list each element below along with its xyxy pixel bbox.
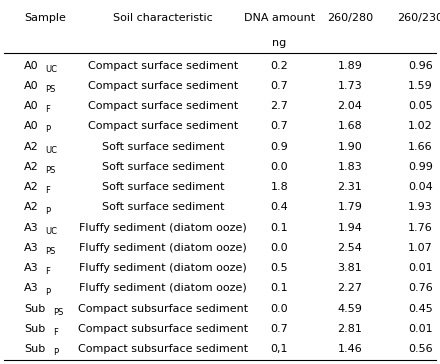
Text: Compact surface sediment: Compact surface sediment — [88, 81, 238, 91]
Text: 0.0: 0.0 — [271, 162, 288, 172]
Text: 2.54: 2.54 — [337, 243, 362, 253]
Text: 0.04: 0.04 — [408, 182, 433, 192]
Text: PS: PS — [53, 308, 63, 317]
Text: 0.56: 0.56 — [408, 344, 433, 354]
Text: 1.90: 1.90 — [337, 142, 362, 151]
Text: UC: UC — [45, 227, 57, 236]
Text: Sample: Sample — [24, 13, 66, 23]
Text: Compact subsurface sediment: Compact subsurface sediment — [78, 324, 248, 334]
Text: 1.66: 1.66 — [408, 142, 433, 151]
Text: A2: A2 — [24, 202, 39, 212]
Text: Sub: Sub — [24, 324, 45, 334]
Text: A0: A0 — [24, 101, 39, 111]
Text: F: F — [53, 328, 58, 337]
Text: 1.94: 1.94 — [337, 223, 362, 233]
Text: 2.7: 2.7 — [271, 101, 288, 111]
Text: 0.0: 0.0 — [271, 243, 288, 253]
Text: 0.7: 0.7 — [271, 81, 288, 91]
Text: P: P — [45, 206, 51, 215]
Text: Compact surface sediment: Compact surface sediment — [88, 60, 238, 71]
Text: ng: ng — [272, 38, 286, 48]
Text: A0: A0 — [24, 81, 39, 91]
Text: F: F — [45, 186, 50, 195]
Text: 0.05: 0.05 — [408, 101, 433, 111]
Text: 260/280: 260/280 — [327, 13, 373, 23]
Text: 1.76: 1.76 — [408, 223, 433, 233]
Text: 0.01: 0.01 — [408, 324, 433, 334]
Text: P: P — [45, 126, 51, 134]
Text: Soft surface sediment: Soft surface sediment — [102, 182, 224, 192]
Text: Sub: Sub — [24, 344, 45, 354]
Text: 0.99: 0.99 — [408, 162, 433, 172]
Text: P: P — [53, 348, 58, 357]
Text: Compact subsurface sediment: Compact subsurface sediment — [78, 344, 248, 354]
Text: 0.9: 0.9 — [271, 142, 288, 151]
Text: 1.83: 1.83 — [337, 162, 362, 172]
Text: 1.59: 1.59 — [408, 81, 433, 91]
Text: F: F — [45, 105, 50, 114]
Text: Soft surface sediment: Soft surface sediment — [102, 142, 224, 151]
Text: 0.96: 0.96 — [408, 60, 433, 71]
Text: 3.81: 3.81 — [337, 263, 362, 273]
Text: 0.2: 0.2 — [271, 60, 288, 71]
Text: 2.31: 2.31 — [337, 182, 362, 192]
Text: 2.81: 2.81 — [337, 324, 362, 334]
Text: A0: A0 — [24, 121, 39, 131]
Text: Soil characteristic: Soil characteristic — [113, 13, 213, 23]
Text: A0: A0 — [24, 60, 39, 71]
Text: A3: A3 — [24, 284, 39, 293]
Text: Sub: Sub — [24, 304, 45, 314]
Text: 0.7: 0.7 — [271, 324, 288, 334]
Text: Soft surface sediment: Soft surface sediment — [102, 162, 224, 172]
Text: 2.04: 2.04 — [337, 101, 362, 111]
Text: 2.27: 2.27 — [337, 284, 362, 293]
Text: 0.01: 0.01 — [408, 263, 433, 273]
Text: UC: UC — [45, 146, 57, 155]
Text: 0,1: 0,1 — [271, 344, 288, 354]
Text: P: P — [45, 288, 51, 297]
Text: 0.45: 0.45 — [408, 304, 433, 314]
Text: 1.79: 1.79 — [337, 202, 362, 212]
Text: PS: PS — [45, 247, 56, 256]
Text: A3: A3 — [24, 263, 39, 273]
Text: Soft surface sediment: Soft surface sediment — [102, 202, 224, 212]
Text: 0.7: 0.7 — [271, 121, 288, 131]
Text: 0.1: 0.1 — [271, 223, 288, 233]
Text: Compact subsurface sediment: Compact subsurface sediment — [78, 304, 248, 314]
Text: A2: A2 — [24, 182, 39, 192]
Text: A2: A2 — [24, 162, 39, 172]
Text: UC: UC — [45, 65, 57, 74]
Text: DNA amount: DNA amount — [244, 13, 315, 23]
Text: Fluffy sediment (diatom ooze): Fluffy sediment (diatom ooze) — [79, 223, 247, 233]
Text: 1.93: 1.93 — [408, 202, 433, 212]
Text: Compact surface sediment: Compact surface sediment — [88, 101, 238, 111]
Text: Compact surface sediment: Compact surface sediment — [88, 121, 238, 131]
Text: PS: PS — [45, 85, 56, 94]
Text: 1.73: 1.73 — [337, 81, 362, 91]
Text: A2: A2 — [24, 142, 39, 151]
Text: PS: PS — [45, 166, 56, 175]
Text: 0.4: 0.4 — [271, 202, 288, 212]
Text: 1.89: 1.89 — [337, 60, 362, 71]
Text: 1.02: 1.02 — [408, 121, 433, 131]
Text: 1.68: 1.68 — [337, 121, 362, 131]
Text: 4.59: 4.59 — [337, 304, 362, 314]
Text: 0.1: 0.1 — [271, 284, 288, 293]
Text: 1.8: 1.8 — [271, 182, 288, 192]
Text: 1.46: 1.46 — [337, 344, 362, 354]
Text: 0.5: 0.5 — [271, 263, 288, 273]
Text: 1.07: 1.07 — [408, 243, 433, 253]
Text: 260/230: 260/230 — [397, 13, 440, 23]
Text: A3: A3 — [24, 243, 39, 253]
Text: 0.0: 0.0 — [271, 304, 288, 314]
Text: F: F — [45, 267, 50, 276]
Text: Fluffy sediment (diatom ooze): Fluffy sediment (diatom ooze) — [79, 243, 247, 253]
Text: Fluffy sediment (diatom ooze): Fluffy sediment (diatom ooze) — [79, 284, 247, 293]
Text: A3: A3 — [24, 223, 39, 233]
Text: 0.76: 0.76 — [408, 284, 433, 293]
Text: Fluffy sediment (diatom ooze): Fluffy sediment (diatom ooze) — [79, 263, 247, 273]
